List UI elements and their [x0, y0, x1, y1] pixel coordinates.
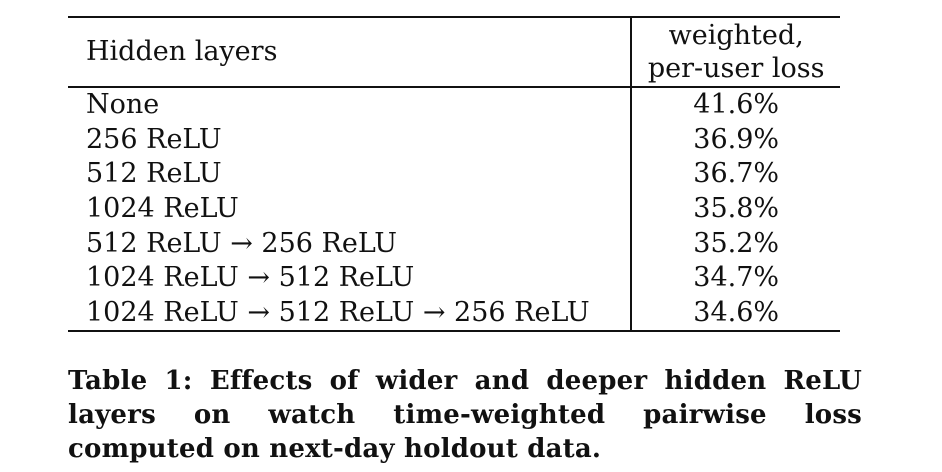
header-loss-line2: per-user loss: [647, 53, 825, 84]
table-row: 256 ReLU 36.9%: [68, 122, 840, 158]
row-layers: None: [86, 89, 160, 121]
row-layers: 1024 ReLU → 512 ReLU: [86, 262, 415, 294]
row-layers: 512 ReLU → 256 ReLU: [86, 227, 398, 259]
row-layers: 512 ReLU: [86, 158, 222, 190]
table-row: 1024 ReLU → 512 ReLU 34.7%: [68, 260, 840, 296]
table-caption: Table 1: Effects of wider and deeper hid…: [68, 366, 862, 464]
results-table: Hidden layers weighted, per-user loss No…: [68, 16, 840, 332]
results-table-container: Hidden layers weighted, per-user loss No…: [68, 16, 840, 332]
row-loss: 35.8%: [630, 191, 840, 227]
table-row: 512 ReLU 36.7%: [68, 157, 840, 192]
row-layers: 256 ReLU: [86, 123, 222, 155]
row-loss: 36.9%: [630, 122, 840, 158]
table-row: 1024 ReLU 35.8%: [68, 191, 840, 227]
row-layers: 1024 ReLU → 512 ReLU → 256 ReLU: [86, 296, 590, 328]
row-loss: 35.2%: [630, 226, 840, 261]
table-row: 1024 ReLU → 512 ReLU → 256 ReLU 34.6%: [68, 295, 840, 332]
header-loss-line1: weighted,: [668, 20, 804, 51]
row-layers: 1024 ReLU: [86, 193, 239, 225]
row-loss: 34.7%: [630, 260, 840, 296]
row-loss: 41.6%: [630, 87, 840, 123]
row-loss: 34.6%: [630, 295, 840, 332]
header-hidden-layers: Hidden layers: [86, 36, 278, 67]
row-loss: 36.7%: [630, 157, 840, 192]
table-header-row: Hidden layers weighted, per-user loss: [68, 17, 840, 87]
table-row: 512 ReLU → 256 ReLU 35.2%: [68, 226, 840, 261]
header-loss: weighted, per-user loss: [630, 17, 840, 87]
table-row: None 41.6%: [68, 87, 840, 123]
